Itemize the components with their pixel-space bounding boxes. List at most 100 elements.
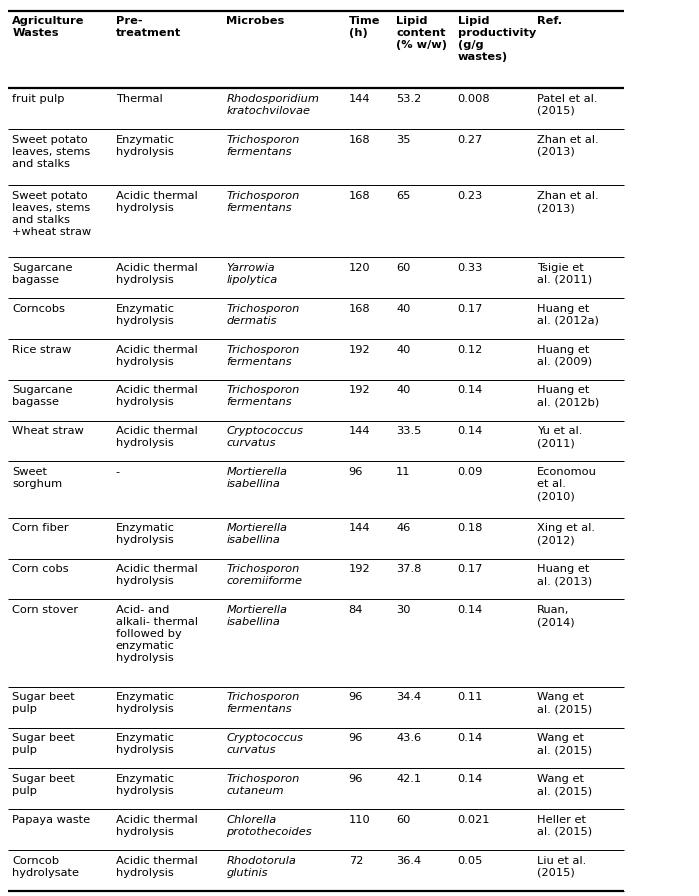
Text: Enzymatic
hydrolysis: Enzymatic hydrolysis xyxy=(116,523,175,546)
Text: 36.4: 36.4 xyxy=(396,856,421,866)
Text: 144: 144 xyxy=(349,523,370,533)
Text: Sugar beet
pulp: Sugar beet pulp xyxy=(13,733,75,755)
Text: 0.14: 0.14 xyxy=(458,385,483,395)
Text: 42.1: 42.1 xyxy=(396,774,421,784)
Text: Ref.: Ref. xyxy=(537,16,562,26)
Text: 192: 192 xyxy=(349,564,370,574)
Text: Zhan et al.
(2013): Zhan et al. (2013) xyxy=(537,134,598,157)
Text: 144: 144 xyxy=(349,94,370,104)
Text: 0.23: 0.23 xyxy=(458,191,483,201)
Text: Rhodotorula
glutinis: Rhodotorula glutinis xyxy=(226,856,296,878)
Text: Cryptococcus
curvatus: Cryptococcus curvatus xyxy=(226,733,303,755)
Text: Acid- and
alkali- thermal
followed by
enzymatic
hydrolysis: Acid- and alkali- thermal followed by en… xyxy=(116,605,198,663)
Text: 0.11: 0.11 xyxy=(458,693,483,702)
Text: 0.09: 0.09 xyxy=(458,467,483,477)
Text: 60: 60 xyxy=(396,815,410,825)
Text: 0.17: 0.17 xyxy=(458,304,483,314)
Text: 65: 65 xyxy=(396,191,410,201)
Text: Acidic thermal
hydrolysis: Acidic thermal hydrolysis xyxy=(116,345,198,366)
Text: Sugarcane
bagasse: Sugarcane bagasse xyxy=(13,385,73,408)
Text: Trichosporon
dermatis: Trichosporon dermatis xyxy=(226,304,300,326)
Text: Trichosporon
fermentans: Trichosporon fermentans xyxy=(226,693,300,714)
Text: Sweet potato
leaves, stems
and stalks
+wheat straw: Sweet potato leaves, stems and stalks +w… xyxy=(13,191,92,237)
Text: 60: 60 xyxy=(396,263,410,273)
Text: Liu et al.
(2015): Liu et al. (2015) xyxy=(537,856,586,878)
Text: Trichosporon
fermentans: Trichosporon fermentans xyxy=(226,191,300,213)
Text: 168: 168 xyxy=(349,134,370,144)
Text: Acidic thermal
hydrolysis: Acidic thermal hydrolysis xyxy=(116,856,198,878)
Text: 0.14: 0.14 xyxy=(458,605,483,615)
Text: 120: 120 xyxy=(349,263,370,273)
Text: Huang et
al. (2009): Huang et al. (2009) xyxy=(537,345,592,366)
Text: Corncob
hydrolysate: Corncob hydrolysate xyxy=(13,856,80,878)
Text: Lipid
content
(% w/w): Lipid content (% w/w) xyxy=(396,16,447,50)
Text: 33.5: 33.5 xyxy=(396,426,421,436)
Text: 0.008: 0.008 xyxy=(458,94,490,104)
Text: 37.8: 37.8 xyxy=(396,564,421,574)
Text: 53.2: 53.2 xyxy=(396,94,421,104)
Text: Corn fiber: Corn fiber xyxy=(13,523,69,533)
Text: 0.05: 0.05 xyxy=(458,856,483,866)
Text: 46: 46 xyxy=(396,523,410,533)
Text: Acidic thermal
hydrolysis: Acidic thermal hydrolysis xyxy=(116,564,198,586)
Text: 72: 72 xyxy=(349,856,363,866)
Text: Trichosporon
fermentans: Trichosporon fermentans xyxy=(226,345,300,366)
Text: Corn stover: Corn stover xyxy=(13,605,78,615)
Text: Rhodosporidium
kratochvilovae: Rhodosporidium kratochvilovae xyxy=(226,94,319,116)
Text: fruit pulp: fruit pulp xyxy=(13,94,65,104)
Text: Yarrowia
lipolytica: Yarrowia lipolytica xyxy=(226,263,278,285)
Text: 0.14: 0.14 xyxy=(458,774,483,784)
Text: Zhan et al.
(2013): Zhan et al. (2013) xyxy=(537,191,598,213)
Text: 144: 144 xyxy=(349,426,370,436)
Text: 192: 192 xyxy=(349,345,370,355)
Text: Time
(h): Time (h) xyxy=(349,16,380,39)
Text: Rice straw: Rice straw xyxy=(13,345,71,355)
Text: Pre-
treatment: Pre- treatment xyxy=(116,16,181,39)
Text: Acidic thermal
hydrolysis: Acidic thermal hydrolysis xyxy=(116,815,198,837)
Text: 0.18: 0.18 xyxy=(458,523,483,533)
Text: Enzymatic
hydrolysis: Enzymatic hydrolysis xyxy=(116,733,175,755)
Text: Cryptococcus
curvatus: Cryptococcus curvatus xyxy=(226,426,303,448)
Text: 0.021: 0.021 xyxy=(458,815,490,825)
Text: Huang et
al. (2013): Huang et al. (2013) xyxy=(537,564,592,586)
Text: 0.27: 0.27 xyxy=(458,134,483,144)
Text: Wang et
al. (2015): Wang et al. (2015) xyxy=(537,774,592,797)
Text: Mortierella
isabellina: Mortierella isabellina xyxy=(226,523,287,546)
Text: Agriculture
Wastes: Agriculture Wastes xyxy=(13,16,85,39)
Text: Huang et
al. (2012a): Huang et al. (2012a) xyxy=(537,304,598,326)
Text: 84: 84 xyxy=(349,605,363,615)
Text: 96: 96 xyxy=(349,774,363,784)
Text: Sugarcane
bagasse: Sugarcane bagasse xyxy=(13,263,73,285)
Text: 0.14: 0.14 xyxy=(458,426,483,436)
Text: 34.4: 34.4 xyxy=(396,693,421,702)
Text: 40: 40 xyxy=(396,345,410,355)
Text: Xing et al.
(2012): Xing et al. (2012) xyxy=(537,523,595,546)
Text: 0.14: 0.14 xyxy=(458,733,483,744)
Text: 30: 30 xyxy=(396,605,410,615)
Text: Ruan,
(2014): Ruan, (2014) xyxy=(537,605,575,627)
Text: 96: 96 xyxy=(349,733,363,744)
Text: Enzymatic
hydrolysis: Enzymatic hydrolysis xyxy=(116,774,175,797)
Text: 0.17: 0.17 xyxy=(458,564,483,574)
Text: Wheat straw: Wheat straw xyxy=(13,426,84,436)
Text: Trichosporon
coremiiforme: Trichosporon coremiiforme xyxy=(226,564,302,586)
Text: Mortierella
isabellina: Mortierella isabellina xyxy=(226,605,287,627)
Text: 40: 40 xyxy=(396,304,410,314)
Text: Yu et al.
(2011): Yu et al. (2011) xyxy=(537,426,582,448)
Text: 192: 192 xyxy=(349,385,370,395)
Text: 35: 35 xyxy=(396,134,410,144)
Text: Enzymatic
hydrolysis: Enzymatic hydrolysis xyxy=(116,304,175,326)
Text: Trichosporon
fermentans: Trichosporon fermentans xyxy=(226,385,300,408)
Text: -: - xyxy=(116,467,120,477)
Text: Acidic thermal
hydrolysis: Acidic thermal hydrolysis xyxy=(116,263,198,285)
Text: Huang et
al. (2012b): Huang et al. (2012b) xyxy=(537,385,599,408)
Text: Sweet potato
leaves, stems
and stalks: Sweet potato leaves, stems and stalks xyxy=(13,134,91,168)
Text: Microbes: Microbes xyxy=(226,16,284,26)
Text: Sugar beet
pulp: Sugar beet pulp xyxy=(13,693,75,714)
Text: 96: 96 xyxy=(349,467,363,477)
Text: Sweet
sorghum: Sweet sorghum xyxy=(13,467,62,489)
Text: 40: 40 xyxy=(396,385,410,395)
Text: Sugar beet
pulp: Sugar beet pulp xyxy=(13,774,75,797)
Text: Acidic thermal
hydrolysis: Acidic thermal hydrolysis xyxy=(116,385,198,408)
Text: Mortierella
isabellina: Mortierella isabellina xyxy=(226,467,287,489)
